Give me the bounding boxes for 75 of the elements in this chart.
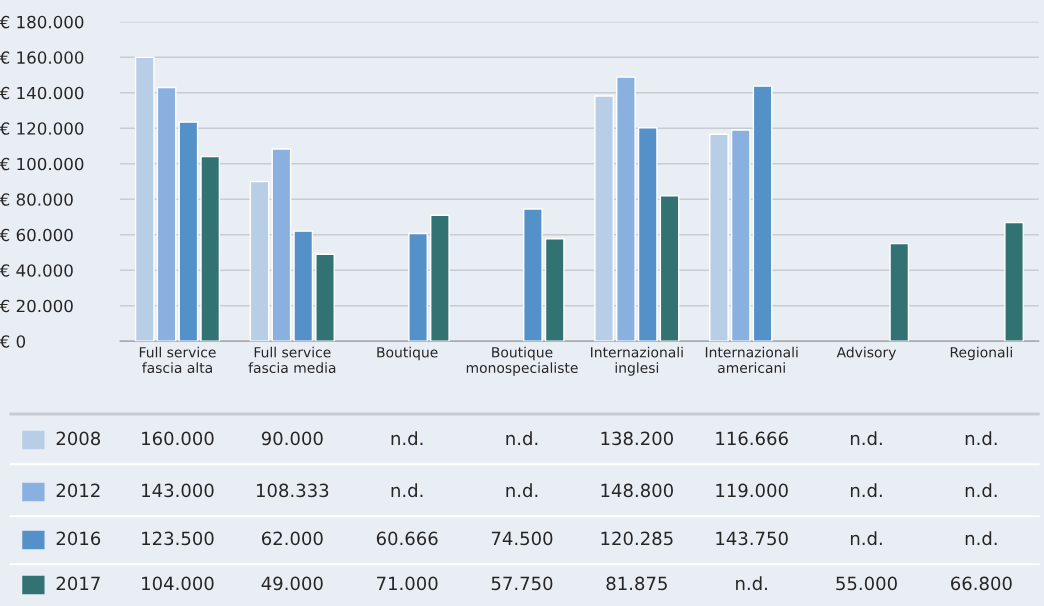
data-label: 148.800: [601, 483, 673, 498]
bar: [752, 85, 773, 342]
bar: [134, 56, 155, 342]
y-tick-label: € 180.000: [0, 15, 84, 29]
data-label: 57.750: [491, 576, 553, 591]
text: n.d.: [850, 531, 882, 546]
data-label: 119.000: [716, 483, 788, 498]
bar: [1004, 221, 1024, 342]
bar: [315, 253, 335, 342]
data-label: 55.000: [836, 576, 897, 591]
text: n.d.: [736, 576, 767, 591]
data-label: 116.666: [716, 431, 788, 446]
text: n.d.: [965, 531, 997, 546]
data-label: 49.000: [261, 576, 323, 591]
text: n.d.: [965, 483, 997, 498]
data-label: 108.333: [256, 483, 329, 498]
bar: [594, 95, 614, 342]
data-label: 66.800: [951, 576, 1012, 591]
bar: [659, 195, 680, 342]
text: n.d.: [965, 431, 997, 446]
data-label: 81.875: [606, 576, 667, 591]
data-label: 138.200: [601, 431, 673, 446]
y-tick-label: € 120.000: [0, 122, 84, 135]
x-tick-label: Internazionali inglesi: [591, 346, 683, 376]
y-tick-label: € 0: [0, 335, 26, 348]
bar: [430, 214, 450, 342]
data-label: 123.500: [142, 531, 214, 546]
bar: [408, 232, 428, 342]
legend-label: 2016: [56, 531, 101, 546]
data-label: 160.000: [142, 431, 214, 446]
text: n.d.: [850, 431, 882, 446]
data-label: 90.000: [261, 431, 323, 446]
data-label: 71.000: [377, 576, 438, 591]
y-tick-label: € 60.000: [0, 228, 73, 242]
text: n.d.: [391, 483, 423, 498]
bar: [709, 133, 729, 342]
x-tick-label: Advisory: [836, 346, 897, 361]
text: n.d.: [506, 483, 538, 498]
bar: [523, 208, 543, 342]
legend-label: 2008: [56, 431, 101, 446]
data-label: 74.500: [491, 531, 553, 546]
data-label: 62.000: [261, 531, 323, 546]
x-tick-label: Boutique: [377, 346, 438, 361]
x-tick-label: Regionali: [950, 346, 1012, 361]
y-tick-label: € 100.000: [0, 157, 84, 171]
bar: [544, 238, 565, 342]
bar: [637, 127, 658, 342]
legend-label: 2012: [56, 483, 100, 498]
x-tick-label: Full service fascia alta: [139, 346, 216, 374]
legend-label: 2017: [56, 576, 100, 591]
data-label: 120.285: [601, 531, 673, 546]
data-label: 60.666: [376, 531, 438, 546]
bar: [616, 76, 636, 342]
bar: [271, 148, 292, 342]
bar: [178, 121, 199, 342]
text: n.d.: [391, 431, 423, 446]
x-tick-label: Internazionali americani: [705, 346, 798, 374]
bar: [293, 230, 314, 342]
x-tick-label: Boutique monospecialiste: [466, 346, 578, 376]
bar: [249, 180, 270, 342]
bar: [156, 86, 177, 342]
y-tick-label: € 20.000: [0, 299, 73, 313]
bar: [200, 155, 221, 342]
data-label: 143.000: [142, 483, 214, 498]
data-label: 104.000: [142, 576, 214, 591]
data-label: 143.750: [716, 531, 788, 546]
x-tick-label: Full service fascia media: [248, 346, 336, 374]
y-tick-label: € 140.000: [0, 86, 84, 100]
bar: [730, 129, 751, 342]
y-tick-label: € 80.000: [0, 193, 73, 206]
text: n.d.: [850, 483, 882, 498]
bar: [889, 242, 910, 342]
y-tick-label: € 40.000: [0, 264, 73, 277]
text: n.d.: [506, 431, 538, 446]
y-tick-label: € 160.000: [0, 51, 84, 64]
